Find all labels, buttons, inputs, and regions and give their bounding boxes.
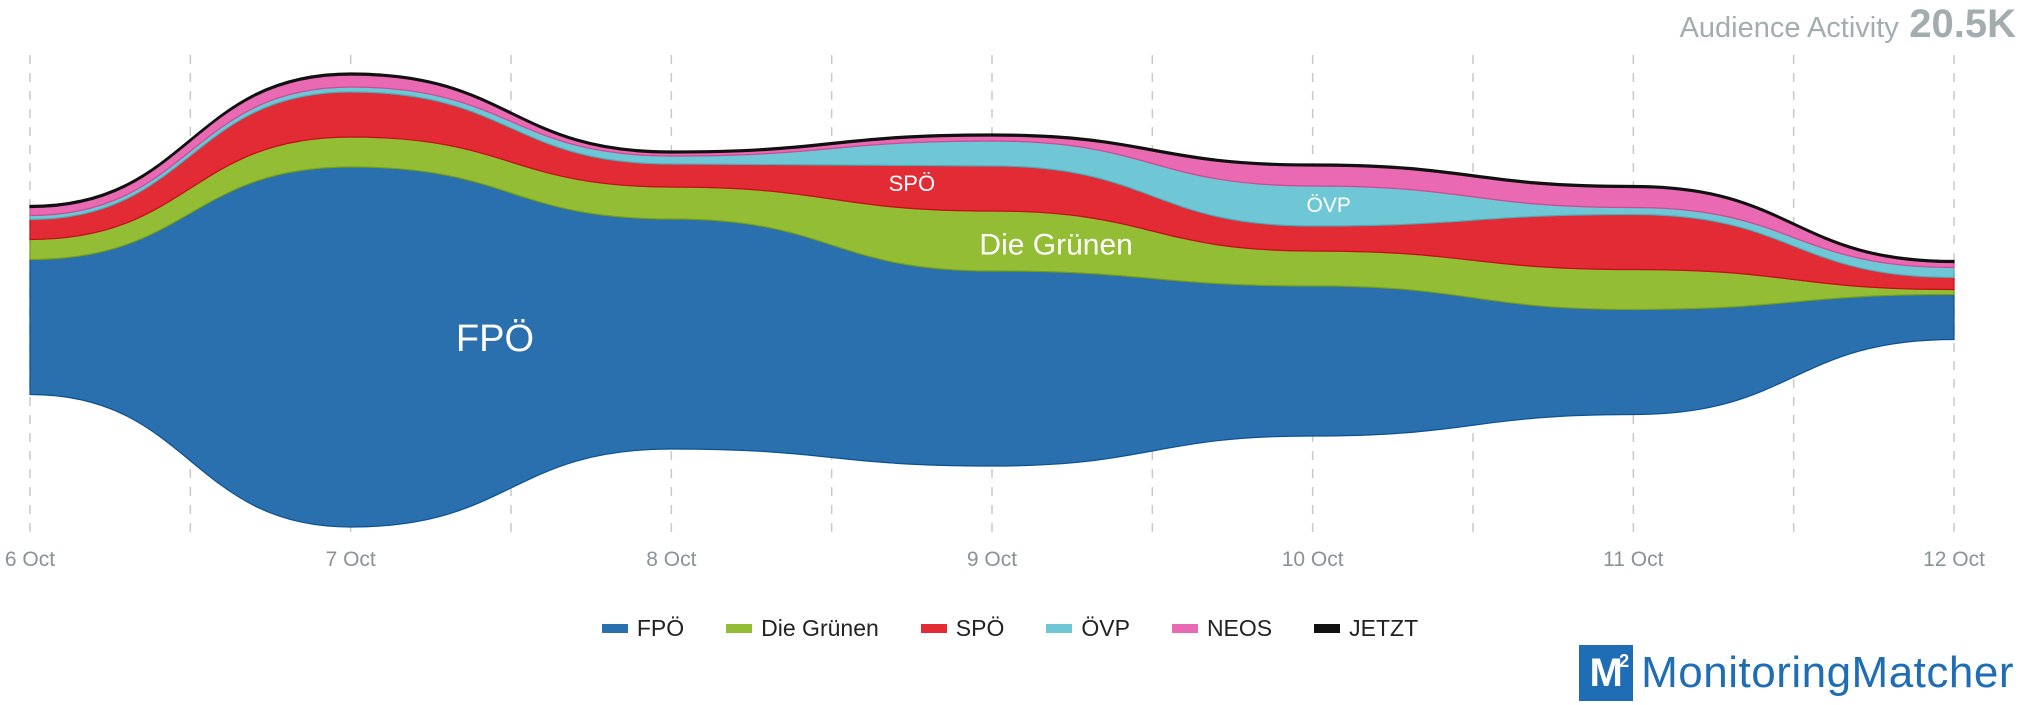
x-tick-label: 8 Oct — [646, 548, 696, 571]
legend-swatch — [1171, 624, 1198, 633]
metric-label: Audience Activity — [1679, 12, 1899, 44]
legend-label: NEOS — [1206, 615, 1273, 641]
stream-areas — [29, 72, 1955, 528]
logo-superscript: 2 — [1619, 651, 1630, 671]
x-tick-label: 9 Oct — [967, 548, 1017, 571]
x-tick-label: 6 Oct — [5, 548, 55, 571]
legend-swatch — [1046, 624, 1073, 633]
legend-swatch — [601, 624, 628, 633]
area-label-spo: SPÖ — [889, 171, 935, 196]
stream-labels: FPÖ Die Grünen SPÖ ÖVP — [456, 171, 1351, 360]
legend-label: Die Grünen — [761, 615, 879, 641]
metric-value: 20.5K — [1909, 2, 2016, 46]
brand-name: MonitoringMatcher — [1641, 648, 2014, 697]
logo-letter: M — [1589, 651, 1623, 695]
legend-item-fpo[interactable]: FPÖ — [601, 615, 685, 642]
legend-swatch — [726, 624, 753, 633]
stream-area-jetzt[interactable] — [29, 72, 1955, 264]
area-label-die-grunen: Die Grünen — [979, 228, 1132, 261]
x-tick-label: 11 Oct — [1603, 548, 1663, 571]
legend-item-spo[interactable]: SPÖ — [920, 615, 1005, 642]
legend-item-ovp[interactable]: ÖVP — [1046, 615, 1130, 642]
audience-activity-header: Audience Activity 20.5K — [1680, 2, 2016, 47]
legend-item-die-grunen[interactable]: Die Grünen — [726, 615, 879, 642]
legend-label: FPÖ — [636, 615, 685, 641]
chart-legend: FPÖ Die Grünen SPÖ ÖVP NEOS JETZT — [0, 615, 2020, 642]
legend-label: ÖVP — [1081, 615, 1130, 641]
x-tick-label: 7 Oct — [326, 548, 376, 571]
x-tick-label: 10 Oct — [1282, 548, 1344, 571]
x-axis-ticks: 6 Oct 7 Oct 8 Oct 9 Oct 10 Oct 11 Oct 12 Oct — [5, 548, 1985, 571]
legend-label: JETZT — [1349, 615, 1419, 641]
legend-swatch — [1314, 624, 1341, 633]
area-label-ovp: ÖVP — [1307, 194, 1351, 217]
x-tick-label: 12 Oct — [1923, 548, 1985, 571]
area-label-fpo: FPÖ — [456, 318, 534, 360]
legend-item-jetzt[interactable]: JETZT — [1314, 615, 1418, 642]
legend-item-neos[interactable]: NEOS — [1171, 615, 1273, 642]
legend-label: SPÖ — [955, 615, 1005, 641]
legend-swatch — [920, 624, 947, 633]
